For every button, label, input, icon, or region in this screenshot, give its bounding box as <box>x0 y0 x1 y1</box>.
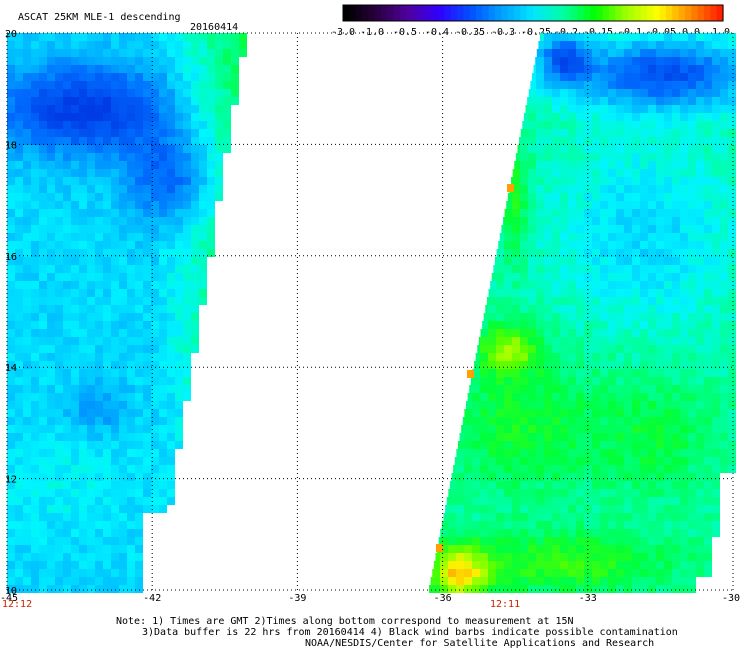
swath-cells <box>7 33 736 593</box>
pass-time-left: 12:12 <box>2 599 33 610</box>
colorbar-cell <box>634 5 642 21</box>
lat-label: 16 <box>5 252 17 263</box>
gridlines <box>6 32 734 591</box>
colorbar-cell <box>482 5 490 21</box>
colorbar-cell <box>672 5 680 21</box>
colorbar-tick-label: 1.0 <box>712 27 730 38</box>
colorbar-tick-label: -0.15 <box>583 27 613 38</box>
flagged-cell <box>436 544 443 552</box>
colorbar-cell <box>640 5 648 21</box>
colorbar-cell <box>602 5 610 21</box>
colorbar-frame <box>342 4 724 22</box>
colorbar-legend: -3.0 -1.0 -0.5 -0.4 -0.35 -0.3 -0.25 -0.2 -0.15-… <box>331 4 730 38</box>
lon-label: -42 <box>143 593 161 604</box>
colorbar-cell <box>533 5 540 21</box>
pass-time-right: 12:11 <box>490 599 521 610</box>
colorbar-cell <box>412 5 420 21</box>
lon-label: -36 <box>434 593 452 604</box>
colorbar-cell <box>501 5 509 21</box>
colorbar-cell <box>539 5 547 21</box>
colorbar-cell <box>431 5 439 21</box>
lon-label: -33 <box>579 593 597 604</box>
colorbar-cell <box>596 5 604 21</box>
colorbar-cell <box>355 5 363 21</box>
footer-note-2: 3)Data buffer is 22 hrs from 20160414 4)… <box>142 627 678 638</box>
lat-label: 10 <box>5 586 17 597</box>
colorbar-cell <box>495 5 502 21</box>
product-date: 20160414 <box>190 22 239 33</box>
colorbar-cell <box>545 5 553 21</box>
colorbar-cell <box>685 5 692 21</box>
footer-note-1: Note: 1) Times are GMT 2)Times along bot… <box>116 616 574 627</box>
colorbar-tick-label: -0.4 <box>425 27 449 38</box>
colorbar-cell <box>666 5 673 21</box>
colorbar-cell <box>457 5 464 21</box>
colorbar-cell <box>697 5 705 21</box>
colorbar-cell <box>368 5 376 21</box>
colorbar-tick-label: -0.2 <box>554 27 578 38</box>
colorbar-cell <box>476 5 483 21</box>
colorbar-cell <box>520 5 528 21</box>
colorbar-cell <box>659 5 667 21</box>
lon-label: -45 <box>0 593 18 604</box>
colorbar-cell <box>362 5 369 21</box>
colorbar-cell <box>419 5 426 21</box>
colorbar-cell <box>628 5 635 21</box>
colorbar-cell <box>691 5 699 21</box>
lat-label: 12 <box>5 475 17 486</box>
colorbar-cell <box>653 5 661 21</box>
colorbar-cell <box>564 5 572 21</box>
lon-label: -39 <box>288 593 306 604</box>
colorbar-cell <box>583 5 591 21</box>
colorbar-cell <box>349 5 357 21</box>
colorbar-cell <box>393 5 401 21</box>
colorbar-cell <box>552 5 559 21</box>
map-plot: 20 18 16 14 12 10-45 -42 -39 -36 -33 -30 <box>0 29 740 604</box>
colorbar-cell <box>444 5 452 21</box>
colorbar-cell <box>558 5 566 21</box>
lat-label: 14 <box>5 363 17 374</box>
colorbar-cell <box>488 5 496 21</box>
colorbar-tick-label: -0.35 <box>455 27 485 38</box>
colorbar-tick-label: -0.1 <box>618 27 642 38</box>
colorbar-cell <box>571 5 578 21</box>
colorbar-cell <box>716 5 724 21</box>
colorbar-cell <box>647 5 654 21</box>
colorbar-tick-label: -0.5 <box>393 27 417 38</box>
colorbar-cell <box>406 5 414 21</box>
colorbar-cell <box>450 5 458 21</box>
lon-label: -30 <box>722 593 740 604</box>
colorbar-cell <box>704 5 711 21</box>
flagged-cell <box>467 370 474 378</box>
colorbar-cell <box>514 5 521 21</box>
colorbar-cell <box>678 5 686 21</box>
colorbar-cell <box>577 5 585 21</box>
colorbar-cell <box>526 5 534 21</box>
colorbar-cell <box>343 5 350 21</box>
colorbar-cell <box>507 5 515 21</box>
colorbar-cell <box>387 5 395 21</box>
colorbar-cell <box>381 5 388 21</box>
colorbar-cell <box>590 5 597 21</box>
colorbar-cell <box>609 5 616 21</box>
lat-label: 18 <box>5 140 17 151</box>
colorbar-cell <box>621 5 629 21</box>
lat-label: 20 <box>5 29 17 40</box>
colorbar-cell <box>463 5 471 21</box>
colorbar-cell <box>710 5 718 21</box>
colorbar-cell <box>615 5 623 21</box>
product-title: ASCAT 25KM MLE-1 descending <box>18 12 181 23</box>
colorbar-cell <box>469 5 477 21</box>
colorbar-cell <box>400 5 407 21</box>
flagged-cell <box>507 184 514 192</box>
colorbar-cell <box>438 5 445 21</box>
colorbar-tick-label: -0.05 <box>646 27 676 38</box>
colorbar-cell <box>425 5 433 21</box>
footer-credit: NOAA/NESDIS/Center for Satellite Applica… <box>305 638 655 649</box>
colorbar-cell <box>374 5 382 21</box>
